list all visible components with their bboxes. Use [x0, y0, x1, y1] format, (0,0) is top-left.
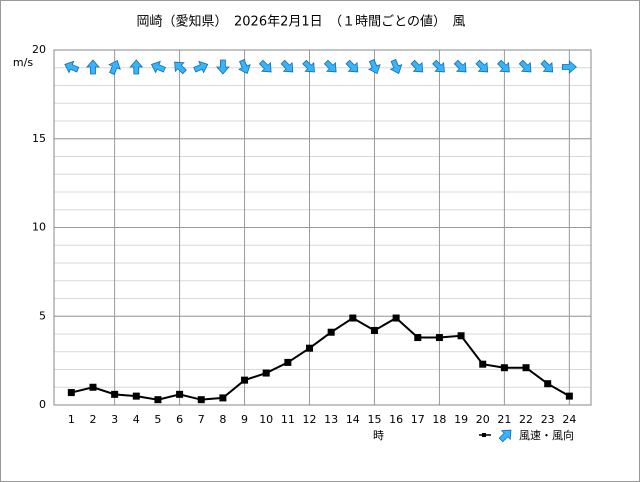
wind-arrow: [410, 59, 424, 73]
x-tick-label: 2: [89, 413, 96, 426]
x-tick-label: 1: [68, 413, 75, 426]
point: [197, 396, 205, 404]
x-tick-label: 3: [111, 413, 118, 426]
point: [349, 314, 357, 322]
x-tick-label: 4: [133, 413, 140, 426]
point: [479, 360, 487, 368]
point: [132, 392, 140, 400]
wind-arrow: [432, 59, 445, 73]
plot-frame: [53, 49, 592, 406]
wind-arrow: [258, 59, 272, 73]
wind-arrow: [238, 59, 251, 75]
point: [89, 383, 97, 391]
chart-title: 岡崎（愛知県） 2026年2月1日 （１時間ごとの値） 風: [137, 14, 466, 30]
point: [435, 334, 443, 342]
x-tick-label: 16: [389, 413, 403, 426]
point: [522, 364, 530, 372]
x-tick-label: 18: [432, 413, 446, 426]
point: [544, 380, 552, 388]
x-tick-label: 19: [454, 413, 468, 426]
legend-label: 風速・風向: [519, 428, 574, 442]
point: [414, 334, 422, 342]
wind-arrow: [323, 59, 337, 73]
wind-arrow: [193, 60, 209, 74]
x-tick-label: 21: [497, 413, 511, 426]
point: [327, 328, 335, 336]
x-tick-label: 24: [562, 413, 576, 426]
point: [306, 344, 314, 352]
point: [176, 390, 184, 398]
x-tick-label: 23: [541, 413, 555, 426]
wind-arrow: [540, 59, 554, 73]
wind-arrow: [367, 59, 381, 75]
wind-arrow: [518, 59, 532, 73]
y-axis-label: m/s: [13, 56, 33, 69]
wind-arrow: [497, 59, 510, 73]
wind-arrow: [129, 59, 144, 75]
line: [71, 316, 570, 401]
wind-arrow: [216, 59, 230, 75]
x-tick-label: 9: [241, 413, 248, 426]
wind-arrow: [475, 59, 489, 73]
wind-arrow: [302, 59, 315, 73]
y-tick-label: 10: [32, 221, 46, 234]
y-tick-label: 5: [39, 309, 46, 322]
y-tick-label: 20: [32, 43, 46, 56]
y-tick-label: 15: [32, 132, 46, 145]
point: [241, 376, 249, 384]
x-tick-label: 5: [154, 413, 161, 426]
point: [67, 389, 75, 397]
x-tick-label: 22: [519, 413, 533, 426]
x-tick-label: 17: [411, 413, 425, 426]
wind-arrow: [64, 60, 80, 74]
point: [392, 314, 400, 322]
x-tick-label: 13: [324, 413, 338, 426]
point: [457, 332, 465, 340]
x-tick-label: 11: [281, 413, 295, 426]
x-tick-label: 8: [219, 413, 226, 426]
x-tick-label: 6: [176, 413, 183, 426]
point: [284, 358, 292, 366]
wind-arrow: [174, 61, 187, 75]
point: [500, 364, 508, 372]
wind-arrow: [345, 59, 359, 73]
point: [565, 392, 573, 400]
wind-arrow: [150, 60, 166, 74]
point: [370, 326, 378, 334]
point: [262, 369, 270, 377]
wind-arrow: [86, 59, 100, 75]
wind-arrow: [453, 59, 467, 73]
point: [111, 390, 119, 398]
point: [154, 396, 162, 404]
point: [219, 394, 227, 402]
wind-arrow: [561, 60, 577, 74]
x-tick-label: 15: [367, 413, 381, 426]
wind-arrow: [280, 59, 294, 73]
legend-arrow: [498, 429, 512, 443]
x-tick-label: 20: [476, 413, 490, 426]
wind-arrow: [108, 59, 121, 75]
x-tick-label: 7: [198, 413, 205, 426]
x-axis-label: 時: [373, 429, 384, 442]
x-tick-label: 12: [303, 413, 317, 426]
legend-marker: [482, 433, 486, 437]
x-tick-label: 14: [346, 413, 360, 426]
wind-arrow: [389, 59, 403, 75]
y-tick-label: 0: [39, 398, 46, 411]
x-tick-label: 10: [259, 413, 273, 426]
